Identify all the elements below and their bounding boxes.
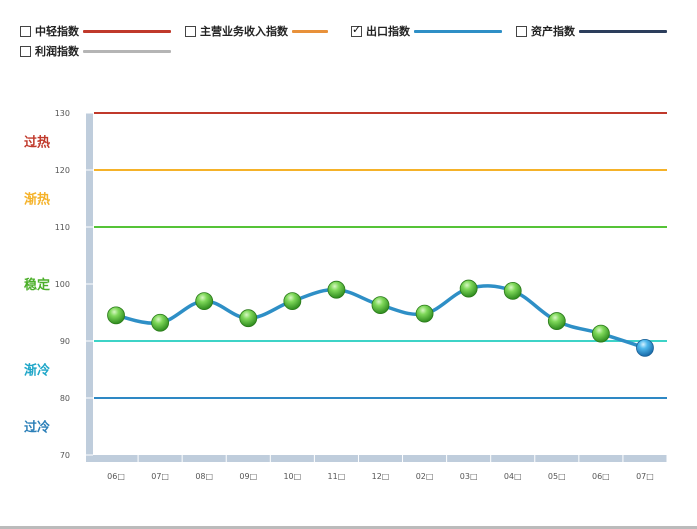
data-point[interactable] [327,280,346,299]
legend-line-swatch [414,29,502,33]
x-tick-label: 02□ [416,472,434,481]
data-point[interactable] [636,338,654,357]
bottom-divider [0,526,697,529]
y-tick-label: 110 [55,223,70,232]
legend-checkbox[interactable] [351,23,362,37]
y-tick-label: 80 [60,394,70,403]
legend-line-swatch [579,29,667,33]
zone-label: 渐冷 [24,363,50,379]
legend-item-revenue[interactable]: 主营业务收入指数 [185,22,328,40]
x-tick-label: 10□ [283,472,301,481]
legend-label: 利润指数 [35,45,79,58]
zone-label: 过热 [24,135,50,151]
x-tick-label: 09□ [239,472,257,481]
legend-checkbox[interactable] [20,45,31,57]
y-tick-label: 70 [60,451,70,460]
x-tick-label: 06□ [592,472,610,481]
data-point[interactable] [547,312,566,330]
legend-item-assets[interactable]: 资产指数 [516,22,667,40]
x-tick-label: 05□ [548,472,566,481]
legend-item-export[interactable]: 出口指数 [351,22,502,40]
zone-label: 渐热 [24,192,50,208]
data-point[interactable] [503,281,522,300]
series-line [115,284,646,350]
y-tick-label: 100 [55,280,70,289]
y-tick-label: 90 [60,337,70,346]
legend-checkbox[interactable] [516,25,527,37]
x-tick-label: 03□ [460,472,478,481]
x-tick-label: 11□ [328,472,346,481]
x-axis-bar [86,455,667,462]
legend-label: 中轻指数 [35,25,79,38]
x-tick-label: 07□ [636,472,654,481]
legend-checkbox[interactable] [20,25,31,37]
data-point[interactable] [239,309,258,328]
data-point[interactable] [283,292,302,311]
data-point[interactable] [415,304,434,323]
data-point[interactable] [459,279,478,298]
zone-label: 过冷 [24,420,50,436]
legend-item-zhongqing[interactable]: 中轻指数 [20,22,171,40]
legend-label: 出口指数 [366,25,410,38]
data-point[interactable] [591,324,610,343]
chart-legend: 中轻指数 主营业务收入指数 出口指数 资产指数 利润指数 [0,0,697,70]
legend-item-profit[interactable]: 利润指数 [20,42,171,60]
legend-label: 资产指数 [531,25,575,38]
zone-label: 稳定 [24,277,50,293]
y-tick-label: 120 [55,166,70,175]
legend-line-swatch [83,49,171,53]
x-tick-label: 12□ [372,472,390,481]
x-tick-label: 07□ [151,472,169,481]
data-point[interactable] [371,296,390,314]
data-point[interactable] [107,306,125,325]
legend-checkbox[interactable] [185,25,196,37]
legend-line-swatch [292,29,328,33]
x-tick-label: 06□ [107,472,125,481]
legend-line-swatch [83,29,171,33]
x-tick-label: 08□ [195,472,213,481]
y-tick-label: 130 [55,109,70,118]
y-axis-bar [86,113,93,461]
data-point[interactable] [195,292,214,311]
legend-label: 主营业务收入指数 [200,25,288,38]
data-point[interactable] [151,313,170,332]
x-tick-label: 04□ [504,472,522,481]
